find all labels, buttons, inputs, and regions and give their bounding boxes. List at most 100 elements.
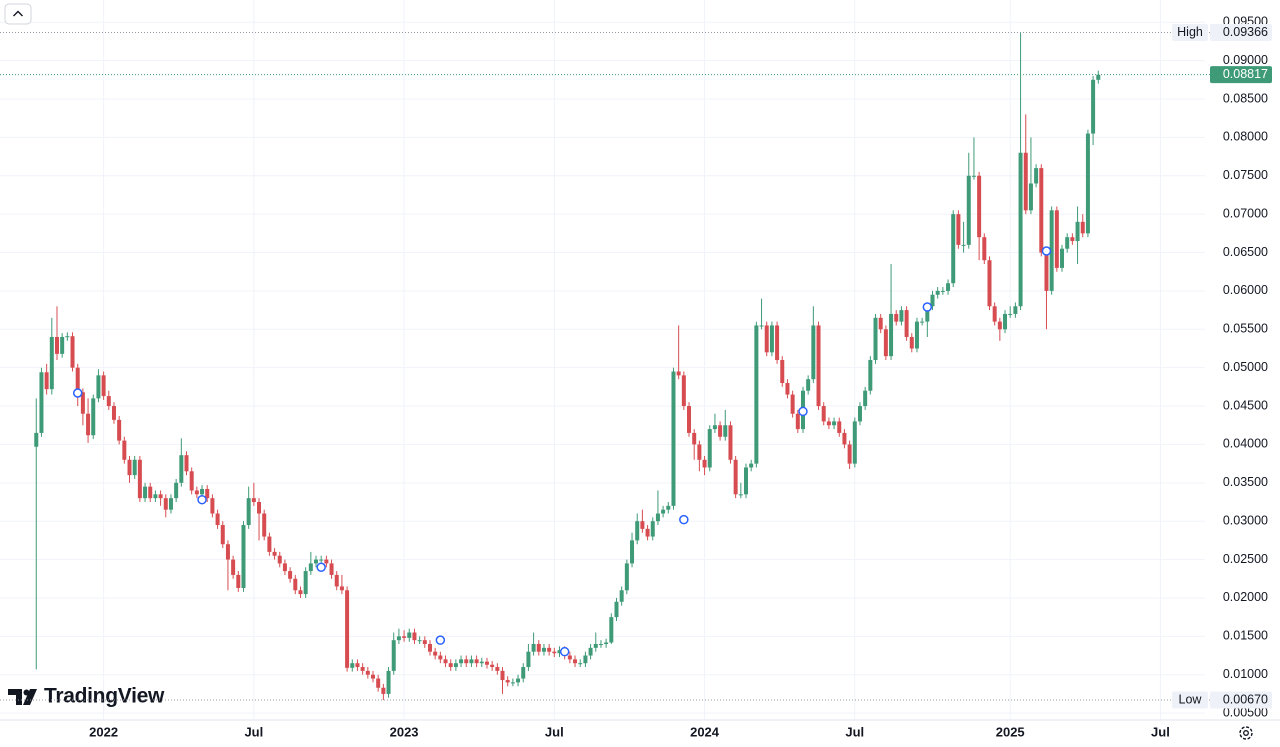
candle-body bbox=[355, 663, 360, 668]
candle-body bbox=[889, 313, 894, 357]
candle-body bbox=[728, 425, 733, 460]
event-marker bbox=[197, 494, 207, 505]
candle-body bbox=[54, 336, 59, 354]
candle-body bbox=[381, 687, 386, 694]
x-tick-label: Jul bbox=[545, 724, 564, 739]
candle-body bbox=[215, 513, 220, 526]
x-tick-label: Jul bbox=[1151, 724, 1170, 739]
candle-body bbox=[883, 329, 888, 357]
price-label-box bbox=[1210, 691, 1272, 709]
candle-body bbox=[484, 661, 489, 665]
candle-body bbox=[842, 432, 847, 445]
candle-body bbox=[371, 674, 376, 679]
y-tick-label: 0.08500 bbox=[1223, 91, 1268, 105]
candle-body bbox=[894, 313, 899, 322]
candle-body bbox=[277, 555, 282, 564]
candle-body bbox=[184, 455, 189, 472]
x-tick-label: Jul bbox=[244, 724, 263, 739]
candle-body bbox=[593, 644, 598, 648]
candle-body bbox=[899, 310, 904, 322]
candle-body bbox=[977, 175, 982, 238]
candle-body bbox=[826, 421, 831, 426]
candle-body bbox=[837, 421, 842, 433]
candle-body bbox=[324, 559, 329, 564]
event-marker bbox=[559, 646, 570, 657]
candle-body bbox=[733, 459, 738, 495]
candle-body bbox=[951, 214, 956, 284]
candle-body bbox=[718, 425, 723, 437]
candle-body bbox=[697, 444, 702, 460]
price-label-box bbox=[1210, 66, 1272, 84]
candle-body bbox=[376, 678, 381, 688]
candle-body bbox=[174, 482, 179, 499]
y-tick-label: 0.06000 bbox=[1223, 283, 1268, 297]
candle-body bbox=[920, 321, 925, 323]
candle-body bbox=[453, 663, 458, 668]
candle-body bbox=[137, 459, 142, 499]
candle-body bbox=[210, 498, 215, 514]
candle-body bbox=[231, 559, 236, 575]
logo-text: TradingView bbox=[44, 685, 165, 708]
candle-body bbox=[619, 590, 624, 602]
candle-body bbox=[557, 650, 562, 654]
candle-body bbox=[189, 471, 194, 491]
candle-body bbox=[402, 636, 407, 638]
candle-body bbox=[1080, 221, 1085, 234]
candle-body bbox=[1054, 210, 1059, 268]
candle-body bbox=[769, 325, 774, 353]
candle-body bbox=[303, 571, 308, 595]
candle-body bbox=[272, 551, 277, 556]
candle-body bbox=[479, 661, 484, 664]
candle-body bbox=[624, 563, 629, 591]
candle-body bbox=[205, 488, 210, 499]
price-label: 0.00670 bbox=[1223, 692, 1268, 706]
candle-body bbox=[702, 459, 707, 468]
candle-body bbox=[80, 392, 85, 414]
candle-body bbox=[583, 655, 588, 664]
price-name-box bbox=[1172, 24, 1208, 42]
candle-body bbox=[288, 571, 293, 579]
candle-body bbox=[909, 336, 914, 349]
candle-body bbox=[645, 528, 650, 537]
settings-icon[interactable] bbox=[1239, 726, 1253, 740]
candle-body bbox=[179, 455, 184, 483]
candle-body bbox=[521, 667, 526, 679]
candle-body bbox=[759, 325, 764, 327]
candle-body bbox=[422, 640, 427, 645]
candle-body bbox=[464, 659, 469, 664]
candle-body bbox=[163, 498, 168, 510]
candle-body bbox=[987, 260, 992, 307]
candle-body bbox=[930, 294, 935, 307]
candle-body bbox=[971, 175, 976, 177]
event-marker bbox=[72, 388, 83, 398]
y-tick-label: 0.06500 bbox=[1223, 245, 1268, 259]
candle-body bbox=[935, 290, 940, 295]
event-marker bbox=[922, 302, 933, 312]
candle-body bbox=[1008, 313, 1013, 315]
candle-body bbox=[407, 632, 412, 638]
candle-body bbox=[1034, 168, 1039, 184]
candle-body bbox=[396, 636, 401, 641]
candle-body bbox=[132, 459, 137, 476]
candle-body bbox=[857, 406, 862, 422]
candle-body bbox=[671, 371, 676, 506]
candle-body bbox=[500, 670, 505, 681]
collapse-button[interactable] bbox=[4, 3, 32, 25]
candle-body bbox=[635, 521, 640, 541]
candle-body bbox=[749, 463, 754, 468]
candle-body bbox=[1044, 252, 1049, 291]
candle-body bbox=[49, 336, 54, 390]
y-tick-label: 0.05500 bbox=[1223, 322, 1268, 336]
candle-body bbox=[806, 379, 811, 391]
candle-body bbox=[516, 678, 521, 683]
y-tick-label: 0.04500 bbox=[1223, 398, 1268, 412]
candle-body bbox=[251, 498, 256, 503]
logo: TradingView bbox=[8, 685, 165, 708]
candle-body bbox=[111, 406, 116, 420]
candle-body bbox=[578, 663, 583, 665]
candle-body bbox=[1039, 168, 1044, 253]
y-tick-label: 0.08000 bbox=[1223, 130, 1268, 144]
candle-body bbox=[946, 283, 951, 291]
candle-body bbox=[526, 651, 531, 668]
candle-body bbox=[925, 306, 930, 322]
